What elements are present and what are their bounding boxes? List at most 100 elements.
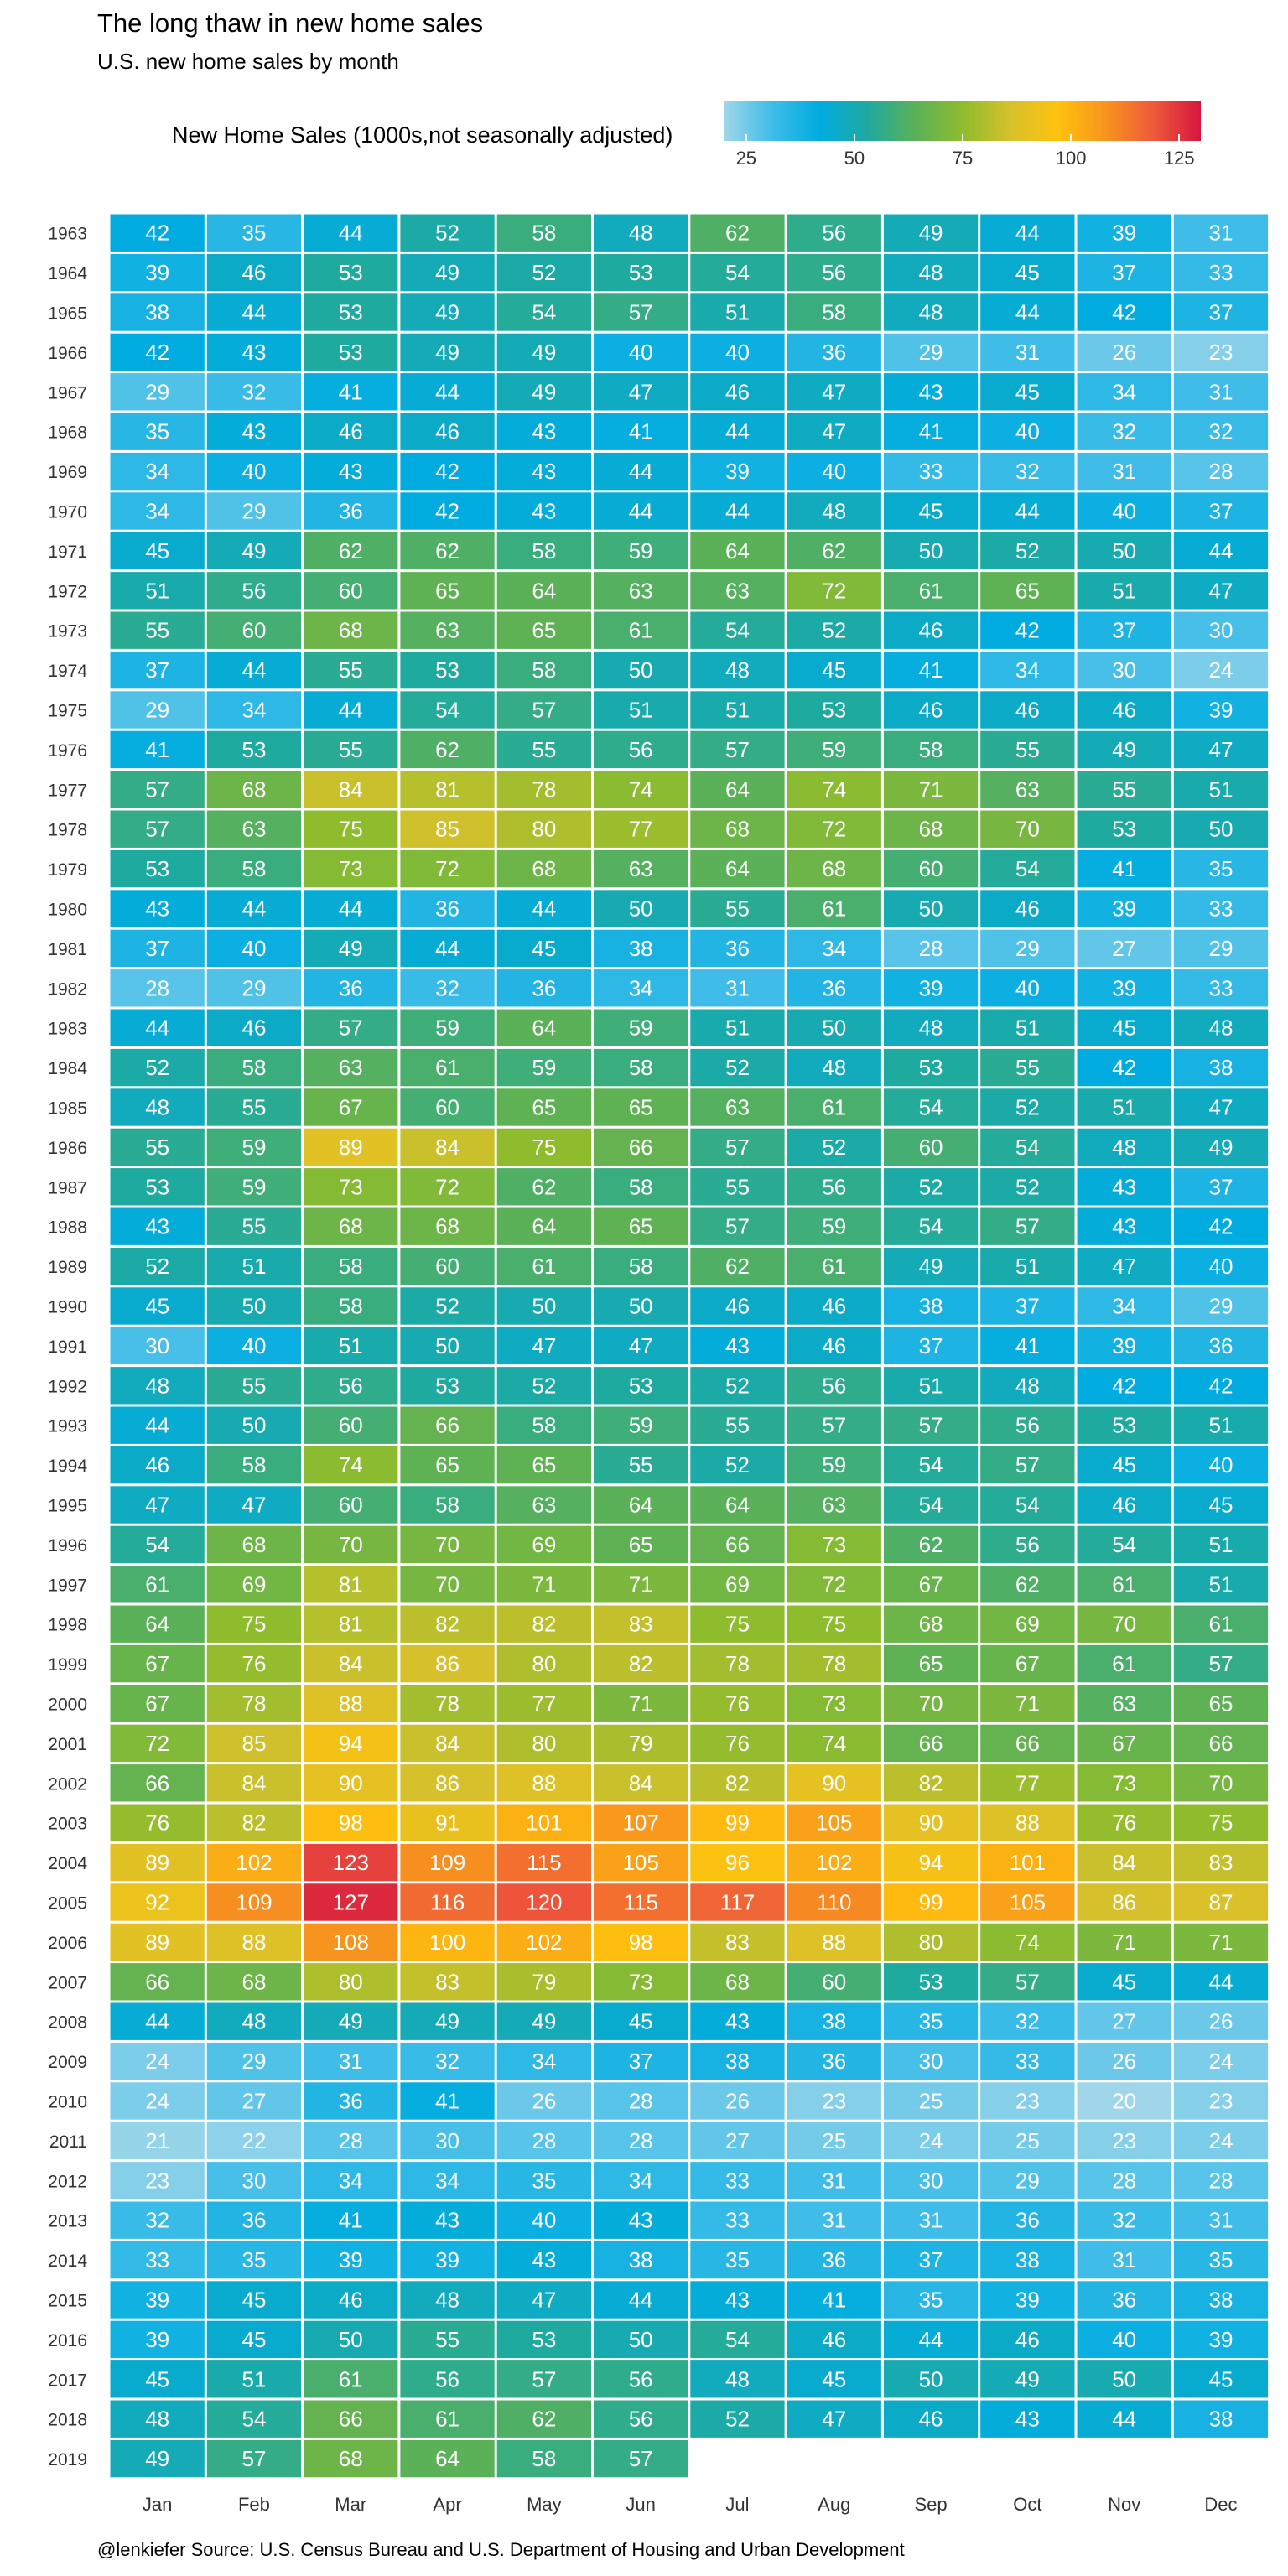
heatmap-cell-label: 39 [1208, 698, 1233, 723]
heatmap-cell-label: 37 [629, 2049, 653, 2074]
heatmap-cell-label: 107 [622, 1810, 658, 1836]
heatmap-cell-label: 44 [242, 300, 266, 325]
heatmap-cell-label: 62 [919, 1532, 943, 1557]
heatmap-cell-label: 81 [339, 1612, 363, 1637]
heatmap-cell-label: 68 [339, 2446, 363, 2471]
heatmap-cell-label: 48 [822, 1055, 846, 1080]
heatmap-cell-label: 41 [145, 737, 169, 762]
y-tick-label: 2004 [48, 1854, 87, 1873]
heatmap-cell-label: 38 [919, 1294, 943, 1319]
heatmap-cell-label: 44 [145, 1413, 169, 1438]
heatmap-cell-label: 53 [339, 340, 363, 365]
heatmap-cell-label: 45 [919, 499, 943, 524]
heatmap-cell-label: 48 [1208, 1015, 1233, 1041]
y-tick-label: 2001 [48, 1735, 87, 1754]
heatmap-cell-label: 85 [435, 817, 460, 842]
heatmap-cell-label: 34 [629, 2168, 653, 2193]
heatmap-cell-label: 39 [1112, 221, 1136, 246]
y-tick-label: 2019 [48, 2450, 87, 2470]
y-tick-label: 1981 [48, 940, 87, 959]
heatmap-cell-label: 23 [822, 2089, 846, 2114]
heatmap-cell-label: 67 [339, 1095, 363, 1120]
heatmap-cell-label: 71 [1208, 1929, 1233, 1955]
heatmap-cell-label: 58 [629, 1055, 653, 1080]
heatmap-cell-label: 66 [1015, 1731, 1040, 1756]
heatmap-cell-label: 60 [339, 578, 363, 603]
heatmap-cell-label: 35 [725, 2247, 750, 2272]
heatmap-cell-label: 49 [242, 538, 266, 564]
heatmap-cell-label: 56 [822, 1174, 846, 1199]
heatmap-cell-label: 43 [532, 459, 556, 484]
heatmap-cell-label: 45 [1112, 1969, 1136, 1994]
heatmap-cell-label: 62 [1015, 1571, 1040, 1597]
heatmap-cell-label: 36 [532, 975, 556, 1000]
heatmap-cell-label: 31 [1208, 2208, 1233, 2233]
heatmap-cell-label: 34 [629, 975, 653, 1000]
heatmap-cell-label: 59 [629, 538, 653, 564]
heatmap-cell-label: 44 [1208, 1969, 1233, 1994]
heatmap-cell-label: 57 [532, 698, 556, 723]
heatmap-cell-label: 47 [822, 419, 846, 444]
heatmap-cell-label: 105 [1010, 1890, 1046, 1915]
y-tick-label: 1979 [48, 860, 87, 880]
heatmap-cell-label: 43 [629, 2208, 653, 2233]
heatmap-cell-label: 68 [725, 817, 750, 842]
heatmap-cell-label: 46 [919, 2407, 943, 2432]
heatmap-cell-label: 70 [1112, 1612, 1136, 1637]
heatmap-cell-label: 51 [1112, 1095, 1136, 1120]
heatmap-cell-label: 45 [532, 936, 556, 961]
heatmap-cell-label: 69 [532, 1532, 556, 1557]
heatmap-cell-label: 53 [822, 698, 846, 723]
heatmap-cell-label: 55 [242, 1373, 266, 1398]
heatmap-cell-label: 80 [532, 817, 556, 842]
x-tick-label: Aug [818, 2494, 850, 2515]
heatmap-cell-label: 65 [919, 1651, 943, 1676]
y-tick-label: 1990 [48, 1298, 87, 1317]
heatmap-cell-label: 46 [1015, 2327, 1040, 2352]
heatmap-cell-label: 30 [242, 2168, 266, 2193]
heatmap-cell-label: 31 [1112, 2247, 1136, 2272]
heatmap-cell-label: 59 [242, 1174, 266, 1199]
heatmap-cell-label: 46 [1015, 896, 1040, 922]
heatmap-cell-label: 45 [1112, 1452, 1136, 1478]
heatmap-cell-label: 44 [339, 221, 363, 246]
heatmap-cell-label: 76 [725, 1731, 750, 1756]
heatmap-cell-label: 40 [242, 936, 266, 961]
heatmap-cell-label: 32 [1208, 419, 1233, 444]
heatmap-cell-label: 57 [1208, 1651, 1233, 1676]
heatmap-cell-label: 88 [532, 1770, 556, 1795]
y-tick-label: 1966 [48, 344, 87, 363]
heatmap-cell-label: 47 [242, 1493, 266, 1518]
heatmap-cell-label: 66 [1208, 1731, 1233, 1756]
heatmap-cell-label: 51 [1208, 1532, 1233, 1557]
y-tick-label: 2015 [48, 2292, 87, 2311]
heatmap-cell-label: 72 [435, 1174, 460, 1199]
heatmap-cell-label: 58 [339, 1294, 363, 1319]
heatmap-cell-label: 60 [435, 1254, 460, 1279]
heatmap-cell-label: 46 [919, 698, 943, 723]
heatmap-cell-label: 61 [532, 1254, 556, 1279]
heatmap-cell-label: 61 [1112, 1571, 1136, 1597]
heatmap-cell-label: 56 [629, 2407, 653, 2432]
heatmap-cell-label: 49 [532, 2009, 556, 2034]
heatmap-cell-label: 41 [1112, 856, 1136, 881]
heatmap-cell-label: 68 [919, 817, 943, 842]
heatmap-cell-label: 84 [435, 1135, 460, 1160]
heatmap-cell-label: 29 [1015, 936, 1040, 961]
y-tick-label: 2008 [48, 2013, 87, 2033]
heatmap-cell-label: 48 [919, 260, 943, 285]
heatmap-cell-label: 75 [822, 1612, 846, 1637]
heatmap-cell-label: 36 [725, 936, 750, 961]
heatmap-cell-label: 40 [1208, 1452, 1233, 1478]
heatmap-cell-label: 34 [1112, 379, 1136, 404]
y-tick-label: 1978 [48, 821, 87, 840]
y-tick-label: 2011 [49, 2132, 87, 2152]
y-tick-label: 1985 [48, 1099, 87, 1119]
heatmap-cell-label: 58 [532, 538, 556, 564]
heatmap-cell-label: 110 [817, 1890, 851, 1915]
heatmap-cell-label: 44 [339, 698, 363, 723]
heatmap-cell-label: 50 [629, 657, 653, 683]
heatmap-cell-label: 57 [1015, 1969, 1040, 1994]
heatmap-cell-label: 36 [435, 896, 460, 922]
heatmap-cell-label: 66 [339, 2407, 363, 2432]
